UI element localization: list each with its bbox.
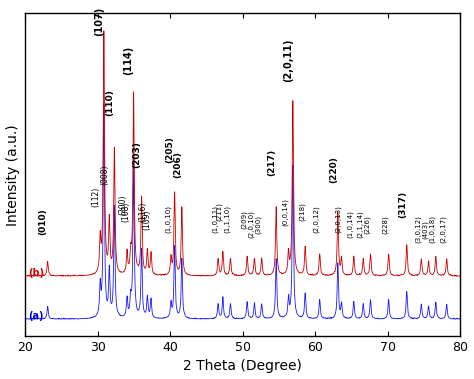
Text: (403): (403): [422, 220, 428, 239]
Text: (209): (209): [241, 210, 247, 229]
Text: (109): (109): [142, 209, 151, 230]
Text: (116): (116): [138, 202, 147, 222]
Text: (2,0,13): (2,0,13): [335, 205, 341, 233]
Text: (3,0,12): (3,0,12): [415, 215, 421, 243]
Text: (300): (300): [255, 215, 262, 234]
Text: (228): (228): [382, 215, 389, 234]
Text: (1,0,11): (1,0,11): [211, 205, 218, 233]
X-axis label: 2 Theta (Degree): 2 Theta (Degree): [183, 359, 302, 373]
Text: (1,0,10): (1,0,10): [164, 205, 171, 233]
Text: (107): (107): [94, 6, 104, 36]
Text: (1,0,14): (1,0,14): [347, 210, 354, 238]
Text: (2,1,14): (2,1,14): [357, 210, 363, 238]
Text: (008): (008): [100, 164, 109, 185]
Text: (206): (206): [173, 151, 182, 178]
Text: (203): (203): [133, 141, 142, 168]
Text: (220): (220): [329, 156, 338, 183]
Text: (2,0,17): (2,0,17): [440, 215, 447, 243]
Y-axis label: Intensity (a.u.): Intensity (a.u.): [6, 124, 19, 226]
Text: (2,0,10): (2,0,10): [248, 210, 255, 238]
Text: (2,0,12): (2,0,12): [313, 205, 319, 233]
Text: (114): (114): [124, 46, 134, 75]
Text: (110): (110): [105, 89, 114, 116]
Text: (108): (108): [122, 202, 131, 222]
Text: (317): (317): [398, 191, 407, 218]
Text: (200): (200): [118, 194, 127, 215]
Text: (2,0,11): (2,0,11): [283, 39, 293, 82]
Text: (218): (218): [299, 202, 305, 221]
Text: (217): (217): [267, 149, 276, 176]
Text: (112): (112): [91, 187, 100, 207]
Text: (205): (205): [165, 136, 174, 163]
Text: (a): (a): [28, 311, 44, 321]
Text: (1,1,10): (1,1,10): [224, 205, 230, 233]
Text: (0,0,14): (0,0,14): [282, 198, 289, 226]
Text: (b): (b): [28, 268, 44, 279]
Text: (1,0,18): (1,0,18): [429, 215, 436, 243]
Text: (010): (010): [38, 208, 47, 235]
Text: (211): (211): [216, 202, 223, 221]
Text: (226): (226): [364, 215, 371, 234]
